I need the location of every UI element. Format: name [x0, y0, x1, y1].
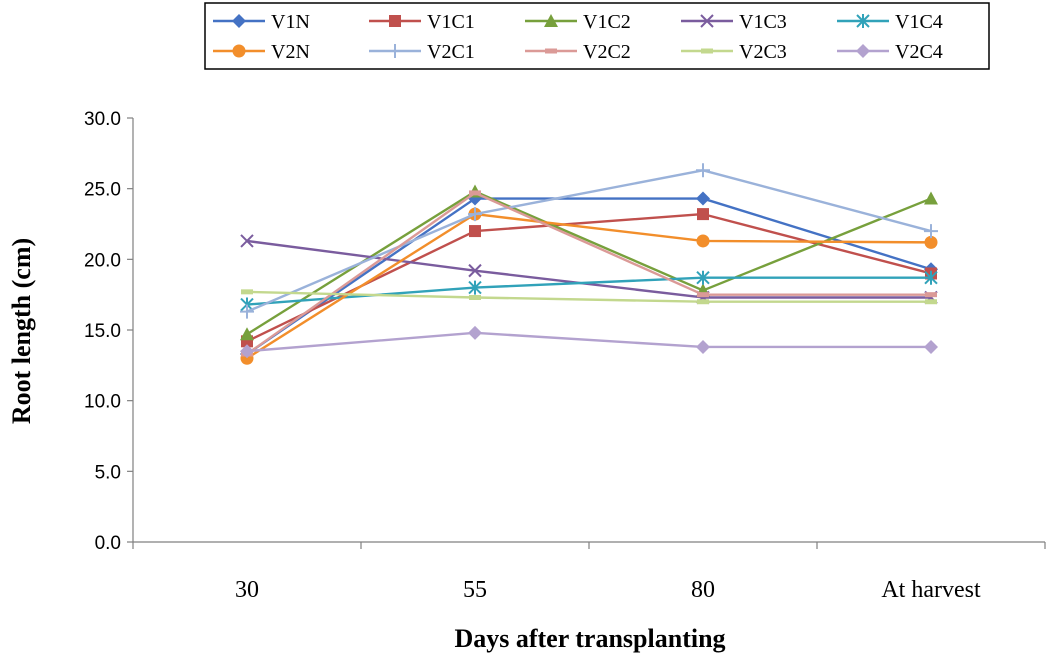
data-point — [924, 235, 938, 249]
legend-label: V1C3 — [739, 11, 787, 33]
legend: V1N V1C1 V1C2 V1C3 V1C4 V2N V2C1 V2C2 V2C3 V2C4 — [204, 2, 990, 70]
legend-item: V2C2 — [525, 41, 631, 63]
x-tick-label: 30 — [235, 577, 259, 603]
data-point — [924, 270, 938, 285]
legend-label: V1N — [271, 11, 310, 33]
legend-swatch-marker — [545, 48, 557, 54]
data-point — [696, 191, 710, 206]
data-point — [696, 234, 710, 248]
y-tick-label: 0.0 — [95, 533, 121, 554]
legend-swatch-marker — [856, 44, 870, 58]
series-v2c3 — [241, 289, 937, 305]
series-line — [246, 191, 931, 356]
series-v1c2 — [240, 184, 938, 341]
data-point — [697, 292, 709, 298]
data-point — [469, 294, 481, 300]
data-point — [241, 289, 253, 295]
legend-swatch-marker — [856, 14, 870, 28]
series-line — [246, 169, 932, 313]
data-point — [469, 225, 481, 238]
x-tick-label: 55 — [463, 577, 487, 603]
legend-swatch-marker — [701, 48, 713, 54]
legend-item: V1C1 — [369, 11, 475, 33]
data-point — [924, 339, 938, 354]
data-point — [468, 263, 482, 278]
data-point — [240, 304, 254, 319]
data-point — [924, 224, 938, 239]
legend-item: V1C3 — [681, 11, 787, 33]
x-tick-label: 80 — [691, 577, 715, 603]
legend-item: V2C1 — [369, 41, 475, 63]
data-point — [240, 327, 254, 341]
data-point — [925, 292, 937, 298]
legend-item: V2C3 — [681, 41, 787, 63]
data-point — [925, 299, 937, 305]
legend-item: V1N — [213, 11, 310, 33]
legend-label: V1C2 — [583, 11, 631, 33]
series-v2n — [240, 207, 938, 365]
series-line — [246, 276, 931, 306]
data-point — [696, 270, 710, 285]
legend-label: V2N — [271, 41, 310, 63]
series-line — [246, 331, 931, 353]
data-point — [696, 339, 710, 354]
legend-box — [204, 2, 990, 70]
axes: 0.0 5.0 10.0 15.0 20.0 25.0 30.0 30 55 80 At harve… — [84, 109, 1046, 603]
legend-item: V2N — [213, 41, 310, 63]
legend-swatch-marker — [232, 14, 246, 28]
data-point — [697, 299, 709, 305]
legend-label: V2C1 — [427, 41, 475, 63]
y-tick-label: 15.0 — [84, 321, 121, 342]
series-line — [246, 190, 932, 336]
y-tick-label: 5.0 — [95, 462, 121, 483]
plot-area — [240, 163, 938, 365]
y-tick-label: 10.0 — [84, 392, 121, 413]
legend-label: V2C3 — [739, 41, 787, 63]
data-point — [468, 280, 482, 295]
series-line — [246, 239, 931, 299]
legend-item: V1C2 — [525, 11, 631, 33]
y-tick-label: 20.0 — [84, 250, 121, 271]
legend-swatch-marker — [700, 14, 714, 28]
legend-swatch-marker — [389, 15, 401, 27]
data-point — [469, 190, 481, 196]
y-tick-label: 30.0 — [84, 109, 121, 130]
y-axis-title: Root length (cm) — [7, 238, 36, 424]
series-line — [246, 197, 932, 356]
series-line — [246, 212, 932, 360]
legend-swatch-marker — [544, 14, 558, 27]
data-point — [240, 344, 254, 359]
series-v2c4 — [240, 325, 938, 359]
series-v2c1 — [240, 163, 938, 319]
data-point — [697, 208, 709, 221]
legend-label: V2C2 — [583, 41, 631, 63]
data-point — [924, 191, 938, 205]
legend-swatch-marker — [232, 44, 246, 58]
y-tick-label: 25.0 — [84, 180, 121, 201]
legend-label: V1C4 — [895, 11, 943, 33]
legend-label: V1C1 — [427, 11, 475, 33]
data-point — [468, 207, 482, 222]
series-v1n — [240, 191, 938, 362]
legend-swatch-marker — [388, 44, 402, 58]
legend-label: V2C4 — [895, 41, 943, 63]
legend-item: V2C4 — [837, 41, 943, 63]
legend-item: V1C4 — [837, 11, 943, 33]
x-tick-label: At harvest — [881, 577, 981, 603]
x-axis-title: Days after transplanting — [454, 624, 725, 653]
data-point — [696, 163, 710, 178]
data-point — [240, 234, 254, 248]
series-v1c4 — [240, 270, 938, 312]
series-line — [246, 290, 931, 303]
data-point — [468, 325, 482, 340]
